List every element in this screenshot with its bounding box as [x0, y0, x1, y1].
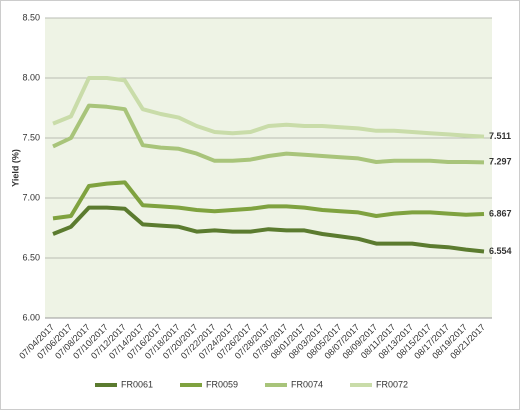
end-label: 6.554 — [489, 246, 512, 256]
legend-label: FR0061 — [121, 379, 153, 389]
series-line — [52, 103, 485, 165]
legend-label: FR0072 — [376, 379, 408, 389]
series-line — [52, 205, 485, 254]
y-axis-label: Yield (%) — [10, 149, 20, 187]
y-tick-label: 8.00 — [22, 72, 40, 82]
y-tick-label: 7.50 — [22, 132, 40, 142]
series-line — [52, 180, 485, 221]
end-label: 6.867 — [489, 208, 512, 218]
end-label: 7.511 — [489, 131, 511, 141]
plot-area — [45, 18, 492, 318]
y-tick-label: 8.50 — [22, 12, 40, 22]
y-tick-label: 6.00 — [22, 312, 40, 322]
series-line — [52, 76, 485, 139]
end-label: 7.297 — [489, 157, 512, 167]
y-tick-label: 7.00 — [22, 192, 40, 202]
y-tick-label: 6.50 — [22, 252, 40, 262]
legend-label: FR0059 — [206, 379, 238, 389]
legend-label: FR0074 — [291, 379, 323, 389]
